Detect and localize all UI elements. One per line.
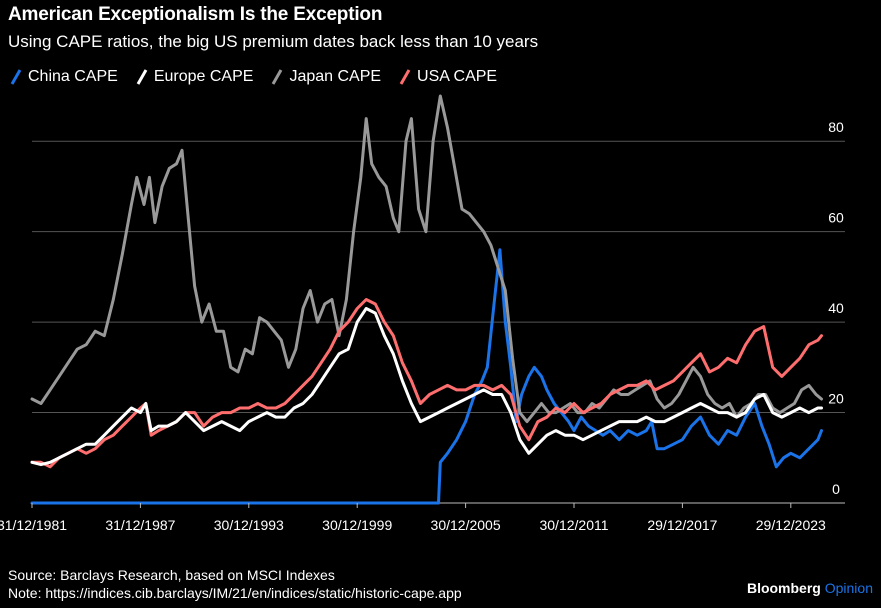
legend-swatch-europe bbox=[136, 69, 148, 85]
chart-title: American Exceptionalism Is the Exception bbox=[8, 4, 383, 25]
legend-label-china: China CAPE bbox=[28, 68, 118, 85]
x-tick-label: 29/12/2017 bbox=[647, 517, 717, 533]
brand-opinion: Opinion bbox=[824, 580, 873, 596]
chart-source: Source: Barclays Research, based on MSCI… bbox=[8, 566, 462, 602]
legend-label-usa: USA CAPE bbox=[417, 68, 498, 85]
series-line-europe-cape bbox=[30, 307, 823, 467]
axis-ticks: 0 20 40 60 80 31/12/1981 31/12/1987 30/12/1993 3… bbox=[0, 119, 844, 533]
legend-item-japan: Japan CAPE bbox=[271, 68, 381, 86]
y-tick-label: 0 bbox=[832, 481, 840, 497]
x-tick-label: 29/12/2023 bbox=[756, 517, 826, 533]
gridlines bbox=[32, 140, 845, 504]
legend-item-china: China CAPE bbox=[10, 68, 118, 86]
legend-item-usa: USA CAPE bbox=[399, 68, 497, 86]
y-tick-label: 60 bbox=[828, 210, 844, 226]
legend-swatch-usa bbox=[399, 69, 411, 85]
x-tick-label: 30/12/2011 bbox=[539, 517, 608, 533]
x-tick-label: 31/12/1981 bbox=[0, 517, 67, 533]
source-line: Source: Barclays Research, based on MSCI… bbox=[8, 567, 335, 583]
brand-logo: Bloomberg Opinion bbox=[747, 580, 873, 596]
brand-name: Bloomberg bbox=[746, 580, 821, 596]
y-tick-label: 80 bbox=[828, 119, 844, 135]
note-line: Note: https://indices.cib.barclays/IM/21… bbox=[8, 585, 462, 601]
x-tick-label: 30/12/1993 bbox=[214, 517, 284, 533]
legend-swatch-japan bbox=[272, 69, 283, 85]
series-line-china-cape bbox=[30, 248, 823, 505]
x-tick-label: 30/12/1999 bbox=[322, 517, 392, 533]
legend-label-europe: Europe CAPE bbox=[153, 68, 254, 85]
legend-label-japan: Japan CAPE bbox=[289, 68, 382, 85]
legend-swatch-china bbox=[10, 69, 22, 85]
x-tick-label: 30/12/2005 bbox=[431, 517, 501, 533]
x-tick-label: 31/12/1987 bbox=[105, 517, 175, 533]
legend-item-europe: Europe CAPE bbox=[136, 68, 254, 86]
series-line-usa-cape bbox=[30, 298, 823, 469]
y-tick-label: 20 bbox=[828, 391, 844, 407]
legend: China CAPE Europe CAPE Japan CAPE USA CA… bbox=[10, 68, 497, 86]
chart-subtitle: Using CAPE ratios, the big US premium da… bbox=[8, 32, 539, 51]
series-lines bbox=[30, 94, 823, 505]
y-tick-label: 40 bbox=[828, 300, 844, 316]
series-line-japan-cape bbox=[30, 94, 823, 424]
